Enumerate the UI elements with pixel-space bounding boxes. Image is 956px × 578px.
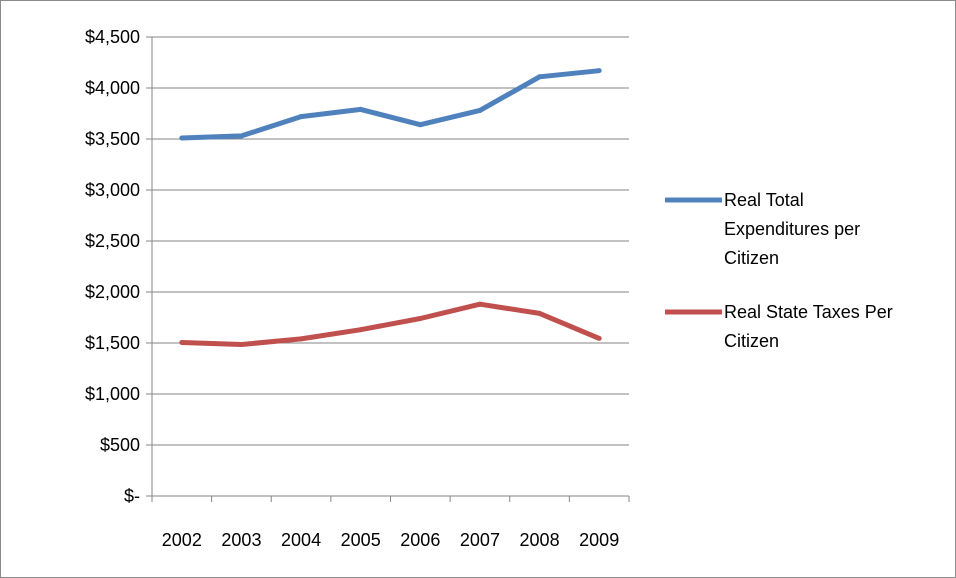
y-tick-label: $4,500	[85, 27, 140, 47]
legend-label: Real State Taxes Per	[724, 302, 893, 322]
data-point	[179, 135, 185, 141]
y-tick-label: $3,000	[85, 180, 140, 200]
legend-label: Expenditures per	[724, 219, 860, 239]
data-point	[358, 327, 364, 333]
legend: Real Total Expenditures per Citizen Real St…	[665, 190, 893, 351]
x-tick-label: 2008	[520, 530, 560, 550]
legend-label: Citizen	[724, 248, 779, 268]
data-point	[298, 336, 304, 342]
y-tick-label: $1,000	[85, 384, 140, 404]
data-point	[238, 133, 244, 139]
series-lines	[179, 68, 602, 348]
y-axis-tick-labels: $- $500 $1,000 $1,500 $2,000 $2,500 $3,000 $3,5…	[85, 27, 140, 506]
series-line-0	[181, 68, 600, 141]
data-point	[596, 335, 602, 341]
x-tick-label: 2002	[162, 530, 202, 550]
x-tick-label: 2006	[400, 530, 440, 550]
gridlines	[152, 36, 629, 446]
y-tick-label: $1,500	[85, 333, 140, 353]
data-point	[238, 342, 244, 348]
x-tick-label: 2003	[221, 530, 261, 550]
y-tick-label: $500	[100, 435, 140, 455]
data-point	[179, 339, 185, 345]
y-tick-label: $-	[124, 486, 140, 506]
x-tick-label: 2009	[579, 530, 619, 550]
data-point	[417, 316, 423, 322]
x-tick-label: 2005	[341, 530, 381, 550]
x-axis-tick-labels: 2002 2003 2004 2005 2006 2007 2008 2009	[162, 530, 619, 550]
legend-label: Citizen	[724, 331, 779, 351]
legend-label: Real Total	[724, 190, 804, 210]
x-tick-label: 2004	[281, 530, 321, 550]
data-point	[477, 107, 483, 113]
axes	[146, 36, 630, 502]
data-point	[417, 122, 423, 128]
y-tick-label: $2,500	[85, 231, 140, 251]
y-tick-label: $3,500	[85, 129, 140, 149]
x-tick-label: 2007	[460, 530, 500, 550]
data-point	[596, 68, 602, 74]
data-point	[477, 301, 483, 307]
y-tick-label: $4,000	[85, 78, 140, 98]
data-point	[537, 74, 543, 80]
series-line-1	[181, 301, 601, 347]
y-tick-label: $2,000	[85, 282, 140, 302]
data-point	[358, 106, 364, 112]
data-point	[537, 310, 543, 316]
data-point	[298, 114, 304, 120]
